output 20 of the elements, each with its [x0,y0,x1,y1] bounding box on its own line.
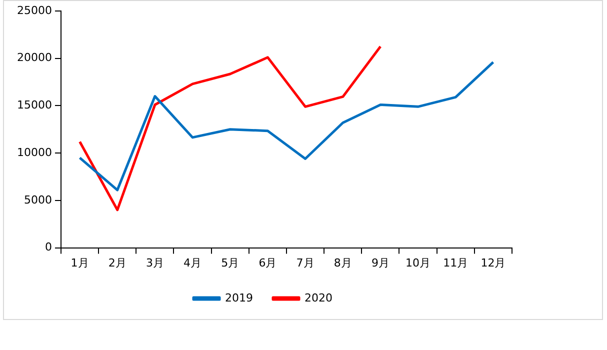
x-tick-label: 5月 [221,256,240,270]
x-tick-label: 12月 [480,256,506,270]
x-tick-label: 4月 [184,256,202,270]
x-tick-label: 10月 [406,256,431,270]
legend-label: 2020 [304,291,332,304]
y-tick-label: 15000 [16,98,52,112]
x-tick-label: 1月 [70,256,89,270]
x-tick-label: 7月 [296,256,314,270]
x-tick-label: 6月 [258,256,277,270]
x-tick-label: 3月 [146,256,164,270]
y-tick-label: 0 [44,240,52,254]
legend-label: 2019 [225,291,254,304]
x-tick-label: 11月 [443,256,468,270]
y-tick-label: 5000 [24,193,52,206]
x-tick-label: 9月 [371,256,390,270]
x-tick-label: 8月 [334,256,352,270]
y-tick-label: 20000 [16,51,52,64]
x-tick-label: 2月 [108,256,126,270]
y-tick-label: 10000 [16,146,52,159]
y-tick-label: 25000 [16,4,52,17]
